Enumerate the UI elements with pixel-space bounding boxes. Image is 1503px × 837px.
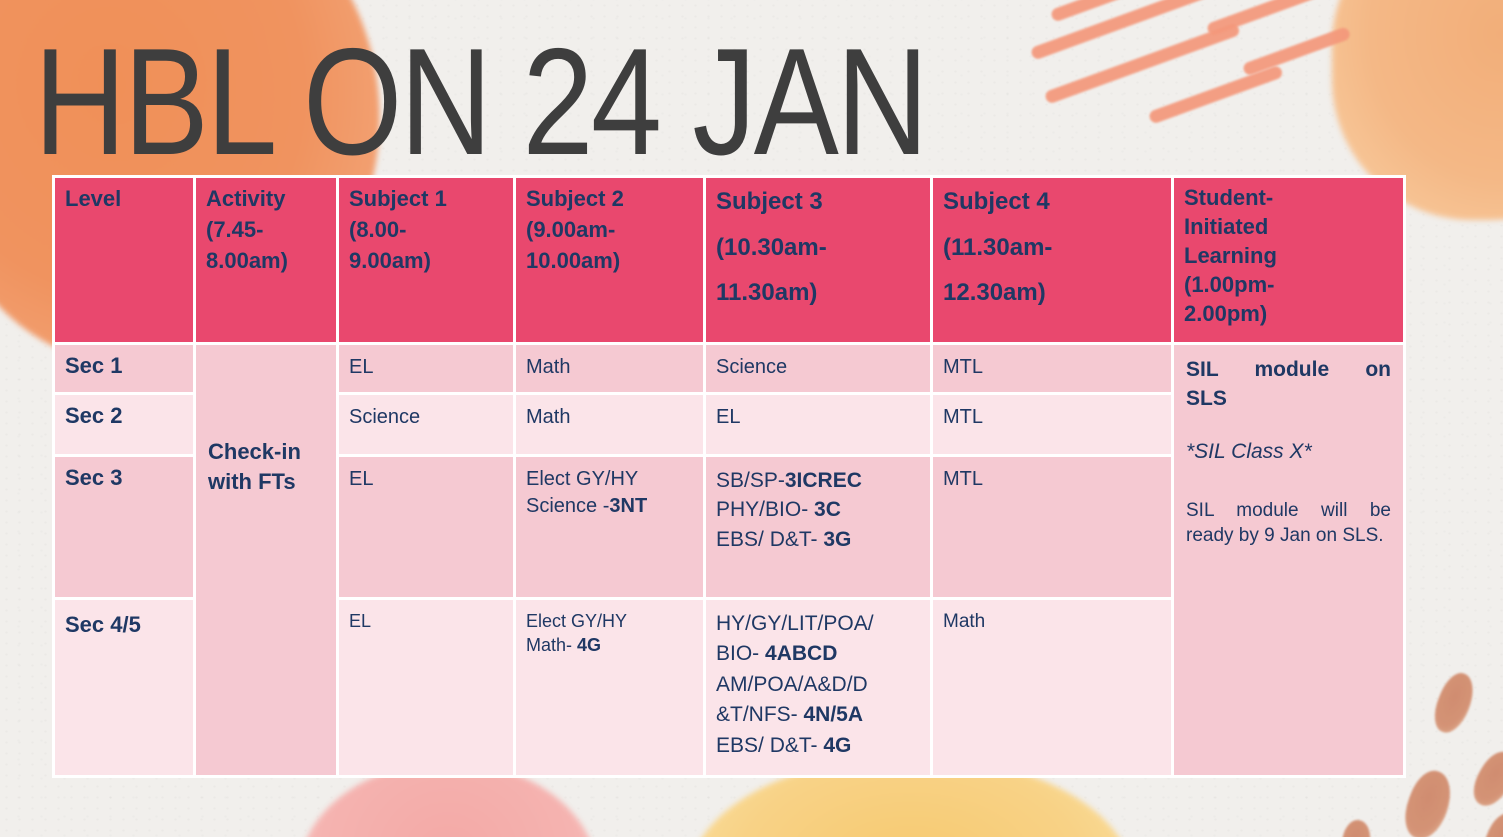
cell-sec2-subject3: EL: [706, 395, 930, 454]
cell-sec3-subject3: SB/SP-3ICREC PHY/BIO- 3C EBS/ D&T- 3G: [706, 457, 930, 597]
sil-note: *SIL Class X*: [1186, 439, 1312, 463]
row-label-sec3: Sec 3: [55, 457, 193, 597]
brush-stroke: [1241, 26, 1352, 77]
cell-sec45-subject1: EL: [339, 600, 513, 775]
cell-sec2-subject2: Math: [516, 395, 703, 454]
cell-sec3-subject1: EL: [339, 457, 513, 597]
cell-sec3-subject4: MTL: [933, 457, 1171, 597]
cell-activity-checkin: Check-in with FTs: [196, 345, 336, 775]
row-label-sec1: Sec 1: [55, 345, 193, 392]
row-label-sec2: Sec 2: [55, 395, 193, 454]
cell-sec1-subject3: Science: [706, 345, 930, 392]
cell-sec2-subject4: MTL: [933, 395, 1171, 454]
watercolor-dab: [1427, 668, 1481, 738]
watercolor-dab: [1477, 807, 1503, 837]
column-header-activity: Activity (7.45- 8.00am): [196, 178, 336, 342]
cell-sec3-subject2: Elect GY/HY Science -3NT: [516, 457, 703, 597]
sil-heading: SIL module on SLS: [1186, 358, 1391, 411]
column-header-subject2: Subject 2 (9.00am- 10.00am): [516, 178, 703, 342]
cell-sec1-subject2: Math: [516, 345, 703, 392]
cell-sec45-subject3: HY/GY/LIT/POA/BIO- 4ABCD AM/POA/A&D/D &T/N…: [706, 600, 930, 775]
column-header-subject4: Subject 4 (11.30am- 12.30am): [933, 178, 1171, 342]
column-header-level: Level: [55, 178, 193, 342]
column-header-subject3: Subject 3 (10.30am- 11.30am): [706, 178, 930, 342]
row-label-sec45: Sec 4/5: [55, 600, 193, 775]
brush-stroke: [1147, 64, 1284, 125]
watercolor-dab: [1465, 745, 1503, 813]
brush-stroke: [1205, 0, 1333, 37]
slide-title: HBL ON 24 JAN: [34, 17, 929, 187]
watercolor-dab: [1337, 817, 1375, 837]
cell-sec1-subject4: MTL: [933, 345, 1171, 392]
cell-sec1-subject1: EL: [339, 345, 513, 392]
column-header-subject1: Subject 1 (8.00- 9.00am): [339, 178, 513, 342]
cell-sec45-subject2: Elect GY/HY Math- 4G: [516, 600, 703, 775]
cell-sec45-subject4: Math: [933, 600, 1171, 775]
watercolor-dab: [1397, 765, 1459, 837]
sil-detail: SIL module will be ready by 9 Jan on SLS…: [1186, 499, 1391, 547]
hbl-timetable: Level Activity (7.45- 8.00am) Subject 1 …: [52, 175, 1406, 778]
cell-sec2-subject1: Science: [339, 395, 513, 454]
cell-sil: SIL module on SLS *SIL Class X* SIL modul…: [1174, 345, 1403, 775]
column-header-sil: Student- Initiated Learning (1.00pm- 2.0…: [1174, 178, 1403, 342]
